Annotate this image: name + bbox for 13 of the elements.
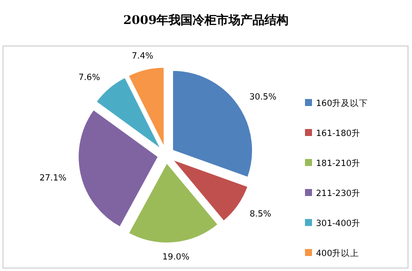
data-label: 19.0% [162,252,190,263]
data-label: 8.5% [250,209,272,220]
chart-title: 2009年我国冷柜市场产品结构 [123,13,289,27]
legend-label: 160升及以下 [316,98,368,109]
legend-label: 161-180升 [316,128,361,139]
legend-label: 400升以上 [316,248,360,259]
legend-label: 211-230升 [316,188,361,199]
legend-label: 181-210升 [316,158,361,169]
data-label: 7.4% [132,52,154,62]
legend-label: 301-400升 [316,218,361,229]
data-label: 7.6% [78,73,100,84]
data-label: 27.1% [39,173,66,184]
data-label: 30.5% [249,92,276,102]
